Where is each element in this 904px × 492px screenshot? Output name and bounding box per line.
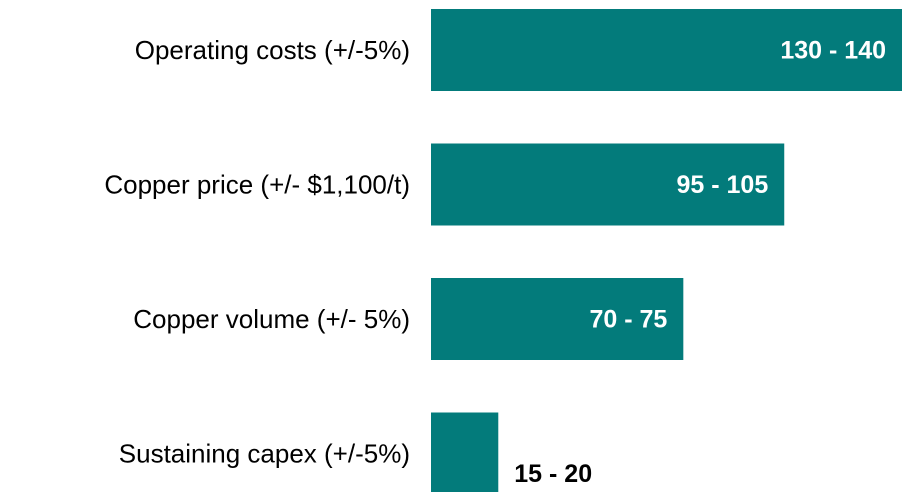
value-label: 95 - 105 bbox=[677, 171, 769, 199]
value-label: 130 - 140 bbox=[780, 37, 886, 65]
bar bbox=[431, 143, 785, 226]
value-label: 70 - 75 bbox=[589, 306, 667, 334]
category-label: Copper volume (+/- 5%) bbox=[133, 304, 410, 334]
bar bbox=[431, 9, 902, 91]
category-label: Copper price (+/- $1,100/t) bbox=[104, 169, 410, 199]
category-label: Sustaining capex (+/-5%) bbox=[119, 438, 410, 468]
bar bbox=[431, 412, 499, 492]
category-label: Operating costs (+/-5%) bbox=[135, 35, 410, 65]
value-label: 15 - 20 bbox=[514, 460, 592, 488]
bar bbox=[431, 278, 684, 360]
